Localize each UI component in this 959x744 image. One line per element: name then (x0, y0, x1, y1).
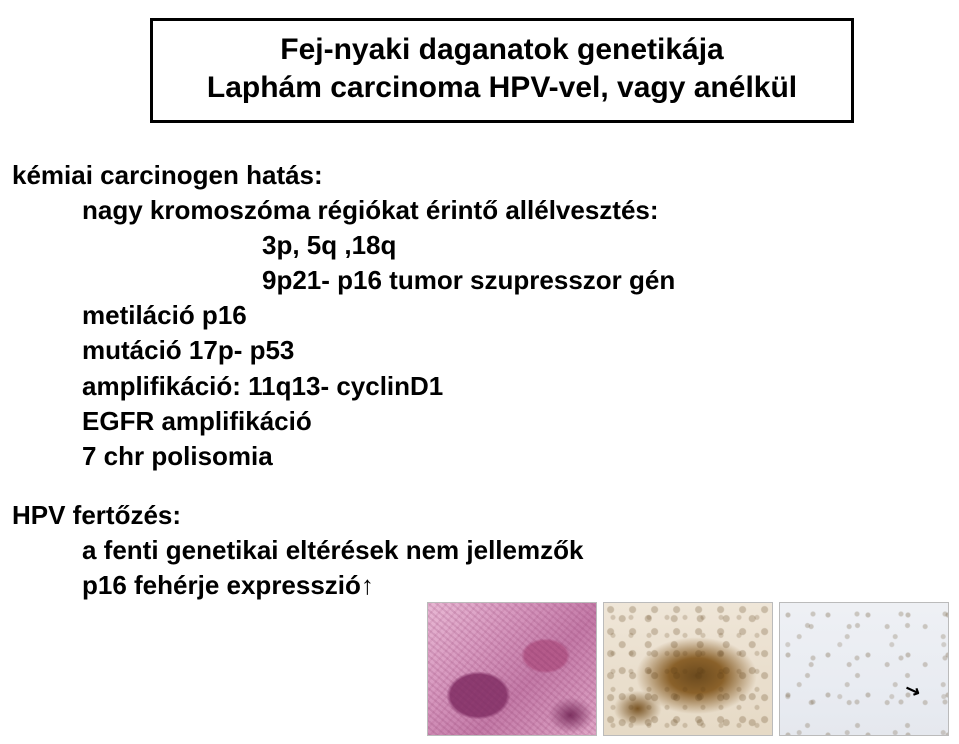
histology-panels: ↘ (427, 602, 949, 736)
chem-methylation: metiláció p16 (12, 298, 947, 333)
histology-he-panel (427, 602, 597, 736)
histology-ihc-panel (603, 602, 773, 736)
hpv-line1: a fenti genetikai eltérések nem jellemző… (12, 533, 947, 568)
hpv-heading: HPV fertőzés: (12, 498, 947, 533)
up-arrow-icon: ↑ (361, 568, 374, 603)
chem-mutation: mutáció 17p- p53 (12, 333, 947, 368)
body-text: kémiai carcinogen hatás: nagy kromoszóma… (12, 152, 947, 603)
title-line-2: Laphám carcinoma HPV-vel, vagy anélkül (177, 69, 827, 107)
chem-polysomy: 7 chr polisomia (12, 439, 947, 474)
title-line-1: Fej-nyaki daganatok genetikája (177, 31, 827, 69)
slide-root: Fej-nyaki daganatok genetikája Laphám ca… (0, 0, 959, 744)
hpv-line2-text: p16 fehérje expresszió (82, 570, 361, 600)
chem-amplification: amplifikáció: 11q13- cyclinD1 (12, 369, 947, 404)
chem-regions: 3p, 5q ,18q (12, 228, 947, 263)
hpv-line2: p16 fehérje expresszió↑ (12, 568, 947, 603)
title-box: Fej-nyaki daganatok genetikája Laphám ca… (150, 18, 854, 123)
chem-heading: kémiai carcinogen hatás: (12, 158, 947, 193)
chem-egfr: EGFR amplifikáció (12, 404, 947, 439)
histology-pale-panel: ↘ (779, 602, 949, 736)
chem-suppressor: 9p21- p16 tumor szupresszor gén (12, 263, 947, 298)
chem-allel-loss: nagy kromoszóma régiókat érintő allélves… (12, 193, 947, 228)
annotation-arrow-icon: ↘ (902, 678, 923, 703)
